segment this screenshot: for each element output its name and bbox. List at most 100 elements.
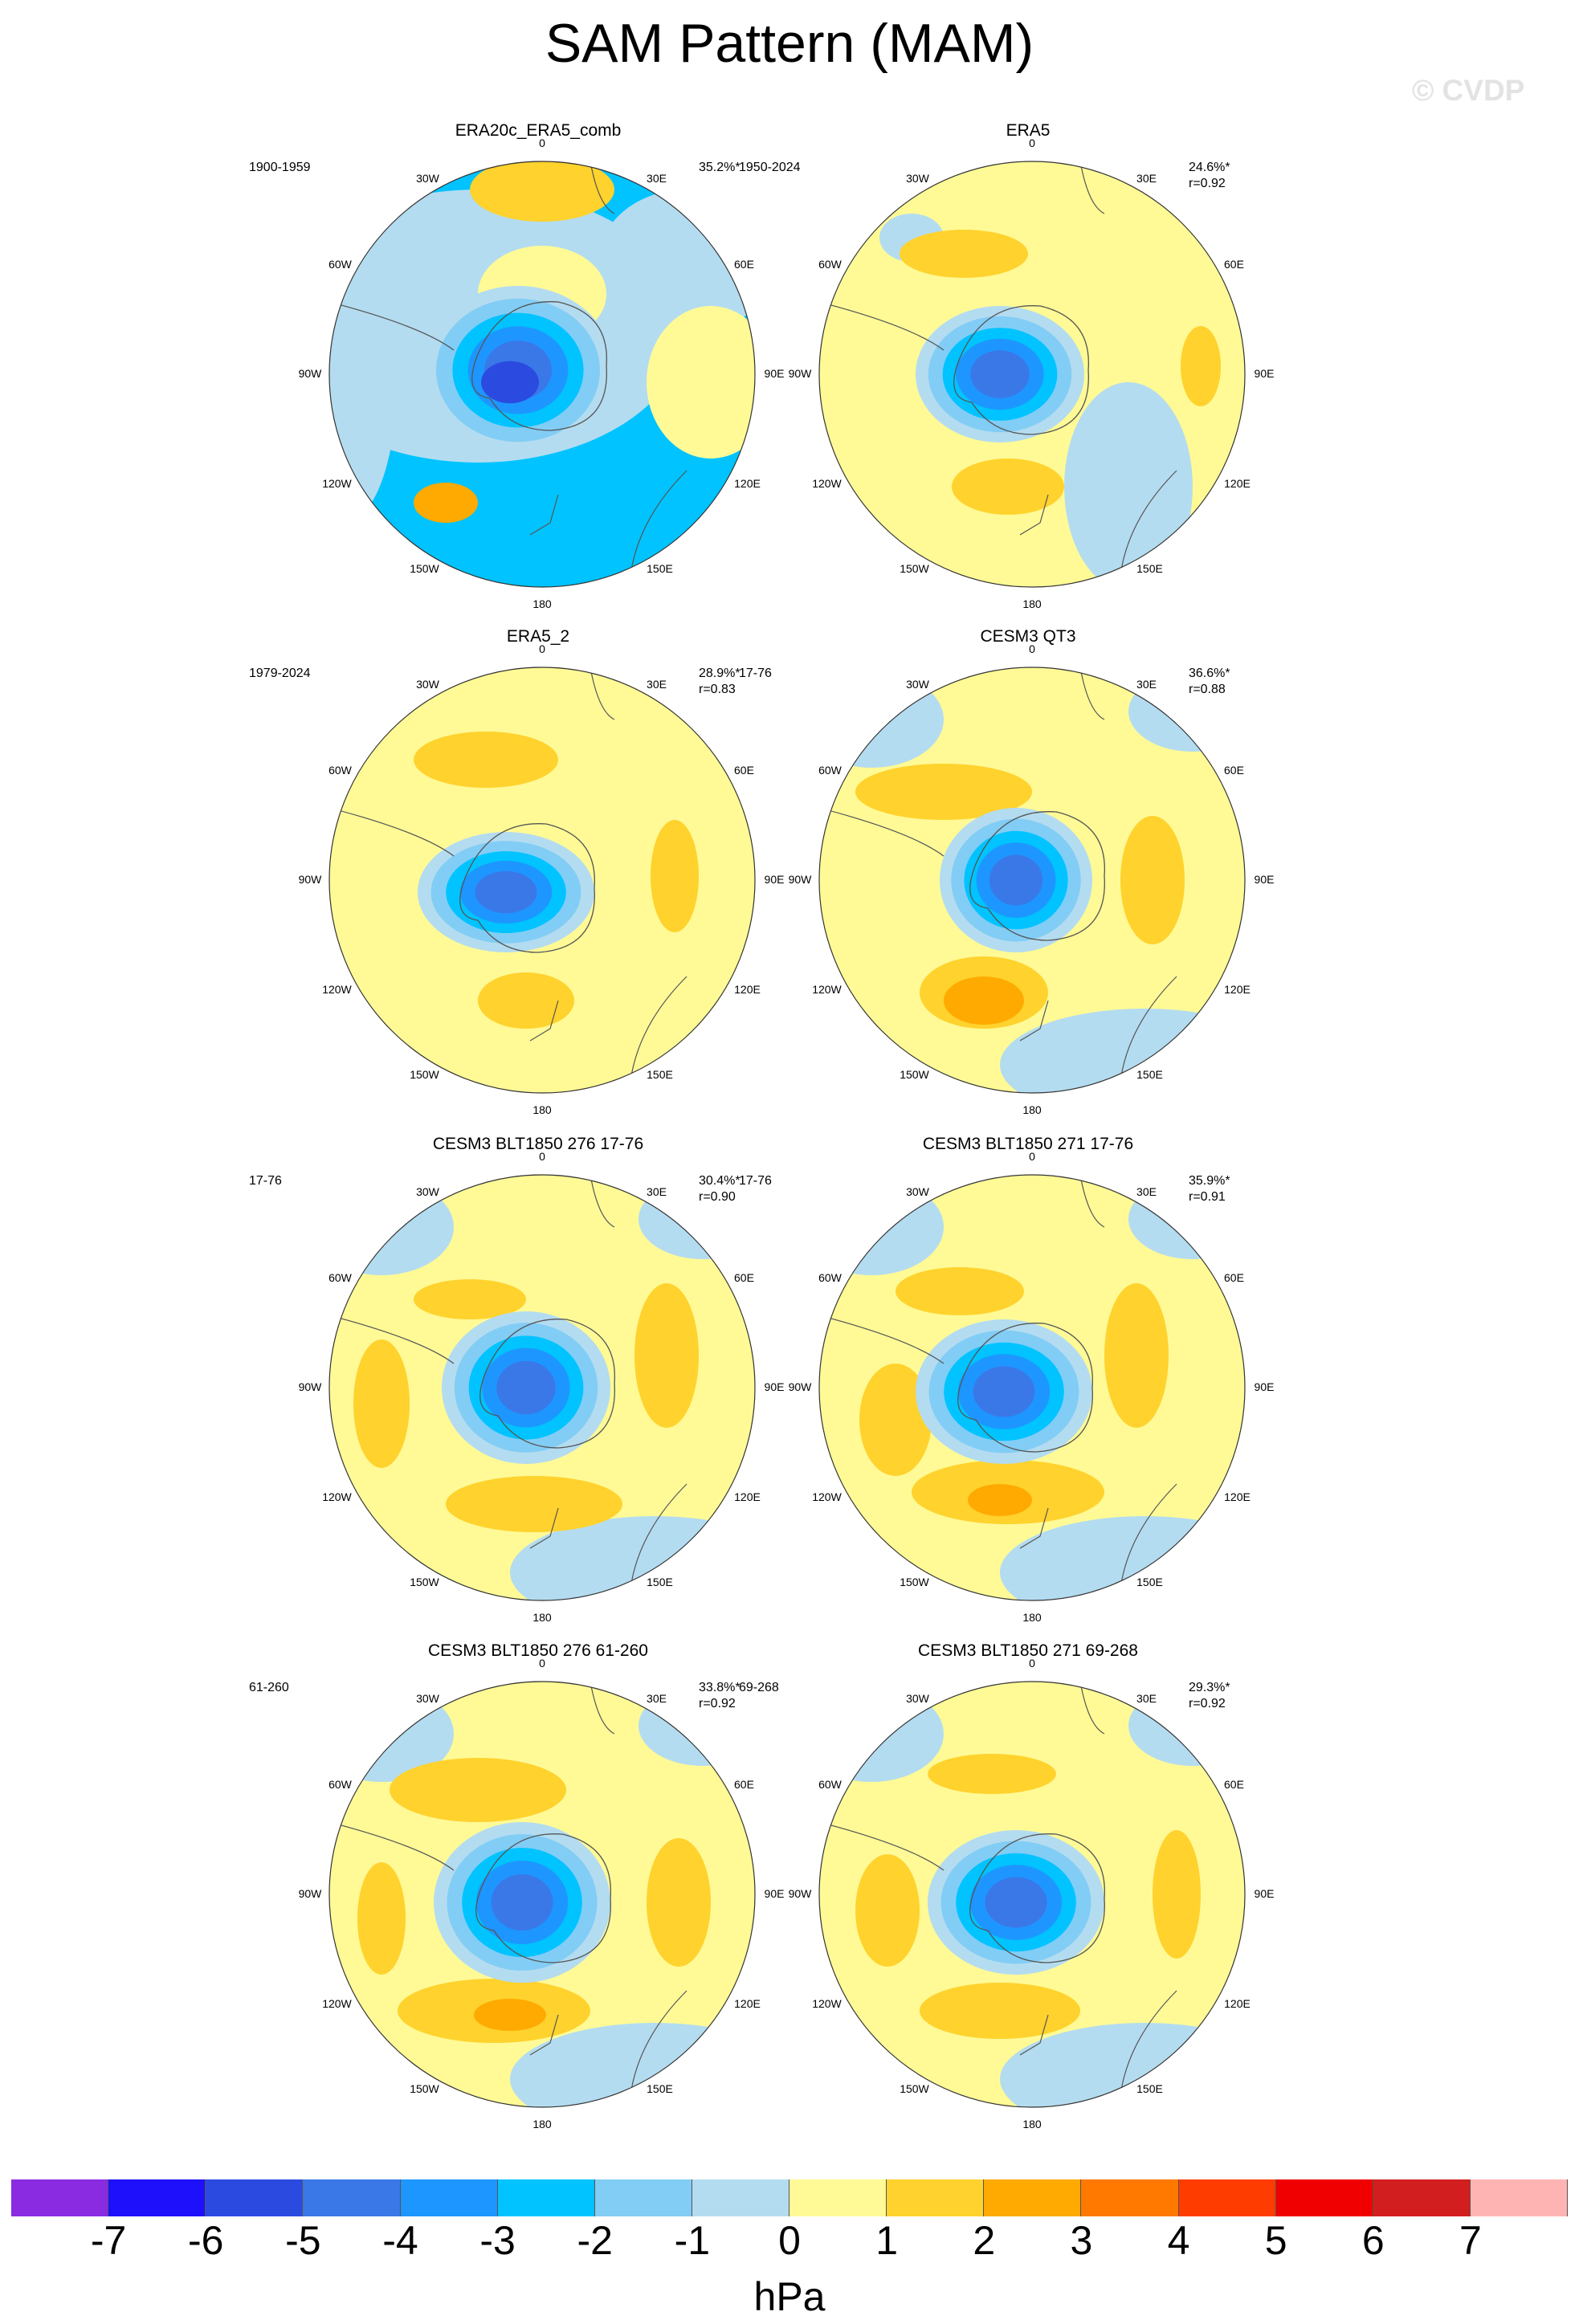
longitude-label: 30W bbox=[906, 1691, 929, 1705]
positive-anomaly-region bbox=[952, 459, 1064, 515]
longitude-label: 120E bbox=[1224, 1490, 1251, 1503]
longitude-label: 90W bbox=[788, 873, 812, 886]
longitude-label: 30E bbox=[647, 1184, 667, 1198]
negative-anomaly-contour bbox=[475, 870, 537, 914]
colorbar-tick-label: -4 bbox=[382, 2218, 418, 2263]
map-panel: CESM3 BLT1850 271 17-76 17-76 35.9%* r=0.91… bbox=[626, 1134, 1430, 1640]
panel-correlation: r=0.88 bbox=[1189, 683, 1226, 696]
longitude-label: 60E bbox=[734, 1777, 754, 1791]
panel-title: CESM3 BLT1850 276 17-76 bbox=[432, 1135, 644, 1153]
colorbar-units: hPa bbox=[753, 2274, 826, 2319]
panel-title: CESM3 BLT1850 276 61-260 bbox=[428, 1641, 648, 1660]
colorbar-tick-label: 5 bbox=[1264, 2218, 1287, 2263]
longitude-label: 60W bbox=[818, 257, 842, 271]
panel-variance-explained: 30.4%* bbox=[699, 1174, 741, 1188]
panel-correlation: r=0.92 bbox=[699, 1697, 736, 1710]
coastline bbox=[819, 667, 1177, 1082]
coastline bbox=[969, 811, 1105, 941]
longitude-label: 150W bbox=[900, 1576, 929, 1589]
coastline bbox=[475, 1833, 611, 1963]
positive-anomaly-region bbox=[446, 1476, 622, 1532]
positive-anomaly-region bbox=[968, 1484, 1032, 1516]
longitude-label: 30E bbox=[647, 171, 667, 185]
longitude-label: 30W bbox=[906, 677, 929, 691]
longitude-label: 180 bbox=[1022, 2118, 1042, 2130]
positive-anomaly-region bbox=[920, 1983, 1080, 2039]
longitude-label: 90W bbox=[788, 1380, 812, 1393]
longitude-label: 90W bbox=[788, 1887, 812, 1900]
coastline bbox=[329, 1682, 687, 2096]
longitude-label: 120W bbox=[812, 476, 842, 490]
coastline bbox=[479, 1319, 615, 1449]
panel-correlation: r=0.83 bbox=[699, 683, 736, 696]
longitude-label: 120W bbox=[322, 1996, 352, 2010]
longitude-label: 0 bbox=[1029, 1150, 1035, 1163]
longitude-label: 90E bbox=[764, 367, 785, 380]
map-panel: CESM3 BLT1850 276 61-260 61-260 33.8%* r=0.… bbox=[137, 1641, 940, 2147]
panel-period: 17-76 bbox=[249, 1174, 282, 1188]
panel-title: ERA5_2 bbox=[506, 627, 570, 646]
coastline bbox=[471, 301, 607, 431]
colorbar-swatch bbox=[692, 2179, 790, 2216]
colorbar-swatch bbox=[1178, 2179, 1276, 2216]
colorbar-swatch bbox=[790, 2179, 887, 2216]
positive-anomaly-region bbox=[414, 732, 558, 788]
panel-correlation: r=0.90 bbox=[699, 1190, 736, 1204]
longitude-label: 120E bbox=[734, 1490, 761, 1503]
longitude-label: 180 bbox=[532, 1103, 552, 1116]
longitude-label: 120W bbox=[812, 1996, 842, 2010]
longitude-label: 30E bbox=[1136, 1184, 1157, 1198]
polar-map bbox=[818, 161, 1246, 588]
panel-period: 1979-2024 bbox=[249, 667, 311, 680]
coastline bbox=[969, 1833, 1105, 1963]
longitude-label: 30E bbox=[1136, 1691, 1157, 1705]
longitude-label: 90E bbox=[1254, 367, 1275, 380]
negative-anomaly-contour bbox=[985, 1877, 1047, 1928]
longitude-label: 30W bbox=[416, 1691, 439, 1705]
map-border bbox=[328, 161, 756, 588]
longitude-label: 90E bbox=[1254, 1380, 1275, 1393]
polar-map bbox=[328, 1174, 756, 1601]
positive-anomaly-region bbox=[353, 1339, 410, 1468]
colorbar-swatch bbox=[11, 2179, 109, 2216]
longitude-label: 0 bbox=[539, 1150, 545, 1163]
figure-title: SAM Pattern (MAM) bbox=[545, 13, 1034, 74]
colorbar-tick-label: -2 bbox=[577, 2218, 613, 2263]
longitude-label: 30W bbox=[416, 677, 439, 691]
longitude-label: 120E bbox=[1224, 476, 1251, 490]
colorbar-tick-label: 6 bbox=[1361, 2218, 1385, 2263]
colorbar-tick-label: 0 bbox=[778, 2218, 801, 2263]
map-border bbox=[818, 1174, 1246, 1601]
longitude-label: 0 bbox=[1029, 1657, 1035, 1670]
longitude-label: 30W bbox=[416, 171, 439, 185]
panel-period: 69-268 bbox=[739, 1681, 779, 1694]
longitude-label: 120E bbox=[734, 1996, 761, 2010]
map-panel: ERA5 1950-2024 24.6%* r=0.92 0 30E 60E 90E 120E 1… bbox=[626, 120, 1430, 626]
longitude-label: 150E bbox=[647, 562, 673, 576]
longitude-label: 60W bbox=[328, 1270, 352, 1284]
colorbar-swatch bbox=[1470, 2179, 1568, 2216]
map-panel: CESM3 BLT1850 276 17-76 17-76 30.4%* r=0.90… bbox=[137, 1134, 940, 1640]
longitude-label: 0 bbox=[1029, 137, 1035, 149]
longitude-label: 150E bbox=[647, 1576, 673, 1589]
panel-period: 17-76 bbox=[739, 1174, 772, 1188]
longitude-label: 180 bbox=[532, 597, 552, 610]
colorbar-tick-label: -5 bbox=[285, 2218, 321, 2263]
longitude-label: 90W bbox=[298, 1887, 322, 1900]
positive-anomaly-region bbox=[414, 483, 478, 523]
longitude-label: 60W bbox=[328, 257, 352, 271]
colorbar-tick-label: -6 bbox=[188, 2218, 224, 2263]
positive-anomaly-region bbox=[1104, 1283, 1169, 1428]
negative-anomaly-contour bbox=[491, 1874, 553, 1931]
polar-map bbox=[328, 1681, 756, 2108]
longitude-label: 0 bbox=[539, 1657, 545, 1670]
longitude-label: 150E bbox=[1136, 562, 1163, 576]
panel-title: ERA20c_ERA5_comb bbox=[455, 121, 622, 140]
longitude-label: 150W bbox=[410, 1576, 439, 1589]
panel-variance-explained: 36.6%* bbox=[1189, 667, 1230, 680]
map-border bbox=[818, 161, 1246, 588]
colorbar-tick-label: 2 bbox=[973, 2218, 996, 2263]
map-panel: ERA20c_ERA5_comb 1900-1959 35.2%* 0 30E 60E 90… bbox=[137, 120, 940, 626]
longitude-label: 60E bbox=[1224, 1270, 1244, 1284]
longitude-label: 150E bbox=[1136, 2082, 1163, 2096]
